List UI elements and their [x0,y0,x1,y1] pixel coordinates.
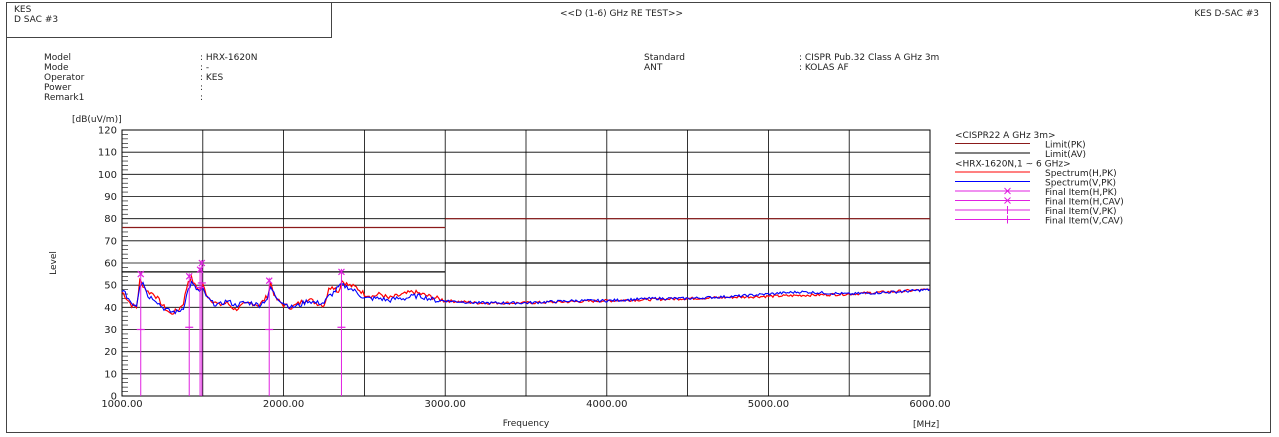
info-labels-left: Model Mode Operator Power Remark1 [44,53,84,103]
legend-marker [1004,187,1011,195]
final-item-pk-marker [265,277,273,285]
legend-entry: Spectrum(V,PK) [1045,179,1116,189]
legend-entry: Final Item(H,CAV) [1045,198,1124,208]
info-value: : CISPR Pub.32 Class A GHz 3m [799,53,940,63]
y-tick-label: 70 [104,236,117,247]
legend-group-title: <CISPR22 A GHz 3m> [955,131,1056,141]
spectrum-trace [121,274,931,315]
legend-entry: Limit(PK) [1045,141,1086,151]
info-labels-right: Standard ANT [644,53,685,73]
spectrum-trace [121,280,931,315]
final-item-pk-marker [185,272,193,280]
legend-entry: Limit(AV) [1045,150,1086,160]
report-frame [6,2,1271,433]
y-tick-label: 10 [104,369,117,380]
site-name: D SAC #3 [14,15,59,25]
legend-group-title: <HRX-1620N,1 ~ 6 GHz> [955,160,1071,170]
info-value: : KES [200,73,224,83]
y-tick-label: 30 [104,325,117,336]
info-value: : - [200,63,210,73]
info-label: ANT [644,63,663,73]
final-item-pk-marker [137,270,145,278]
y-unit-label: [dB(uV/m)] [72,115,122,125]
legend-marker [1004,197,1011,204]
y-tick-label: 110 [98,148,117,159]
y-axis-label: Level [49,251,59,275]
info-label: Operator [44,73,85,83]
x-tick-label: 1000.00 [101,399,142,410]
company-name: KES [14,5,32,15]
info-values-left: : HRX-1620N : - : KES : : [200,53,258,103]
info-value: : [200,83,204,93]
final-item-pk-marker [338,268,345,276]
y-tick-label: 60 [104,259,117,270]
y-tick-label: 50 [104,281,117,292]
legend-entry: Spectrum(H,PK) [1045,169,1117,179]
legend-entry: Final Item(H,PK) [1045,188,1117,198]
info-value: : HRX-1620N [200,53,258,63]
y-tick-label: 120 [98,126,117,137]
y-tick-label: 90 [104,192,117,203]
info-label: Remark1 [44,93,85,103]
y-tick-label: 0 [111,392,117,403]
final-item-pk-marker [198,259,206,267]
legend-entry: Final Item(V,PK) [1045,207,1116,217]
info-value: : KOLAS AF [799,63,849,73]
x-tick-label: 2000.00 [263,399,304,410]
x-tick-label: 3000.00 [425,399,466,410]
info-label: Power [44,83,72,93]
x-tick-label: 4000.00 [586,399,627,410]
legend-entry: Final Item(V,CAV) [1045,217,1123,227]
info-value: : [200,93,204,103]
x-tick-label: 5000.00 [748,399,789,410]
info-label: Standard [644,53,685,63]
x-tick-label: 6000.00 [909,399,950,410]
info-label: Mode [44,63,69,73]
test-title: <<D (1-6) GHz RE TEST>> [560,9,684,19]
header-site-box: KES D SAC #3 [6,2,332,38]
y-tick-label: 80 [104,214,117,225]
y-tick-label: 20 [104,347,117,358]
info-values-right: : CISPR Pub.32 Class A GHz 3m : KOLAS AF [799,53,939,73]
y-tick-label: 40 [104,303,117,314]
x-unit-label: [MHz] [913,420,939,430]
info-label: Model [44,53,72,63]
y-tick-label: 100 [98,170,117,181]
x-axis-label: Frequency [503,419,550,429]
site-name-right: KES D-SAC #3 [1194,9,1259,19]
